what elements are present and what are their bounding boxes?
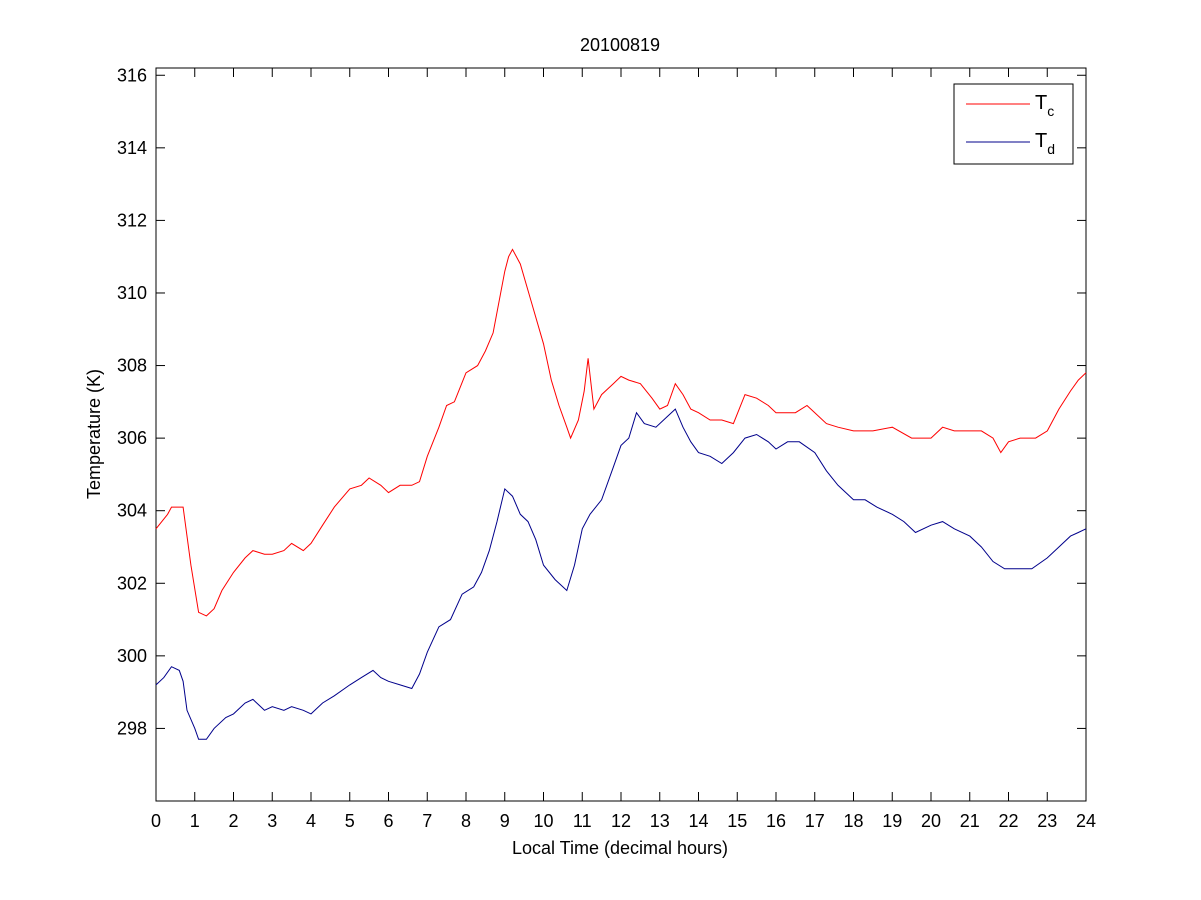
x-tick-label: 10 xyxy=(533,811,553,831)
x-tick-label: 17 xyxy=(805,811,825,831)
y-tick-label: 300 xyxy=(117,646,147,666)
x-tick-label: 19 xyxy=(882,811,902,831)
plot-frame xyxy=(155,67,1087,802)
x-tick-label: 24 xyxy=(1076,811,1096,831)
x-tick-label: 20 xyxy=(921,811,941,831)
x-tick-label: 6 xyxy=(383,811,393,831)
series-lines xyxy=(155,248,1087,740)
legend-label-subscript: c xyxy=(1047,103,1054,119)
y-tick-label: 298 xyxy=(117,718,147,738)
x-tick-label: 11 xyxy=(573,811,592,831)
legend-label-main: T xyxy=(1035,92,1047,114)
y-tick-label: 302 xyxy=(117,573,147,593)
axis-ticks: 0 1 2 3 4 5 6 7 8 9 10 11 12 13 14 15 16 17 18 19 20 21 22 23 24… xyxy=(117,65,1096,831)
legend-label-main: T xyxy=(1035,130,1047,152)
x-tick-label: 13 xyxy=(650,811,670,831)
x-tick-label: 16 xyxy=(766,811,786,831)
x-tick-label: 8 xyxy=(461,811,471,831)
y-axis-label: Temperature (K) xyxy=(84,369,104,499)
plot-area: 0 1 2 3 4 5 6 7 8 9 10 11 12 13 14 15 16 17 18 19 20 21 22 23 24… xyxy=(117,65,1096,831)
legend-label-c: Tc xyxy=(1035,92,1054,119)
y-tick-label: 312 xyxy=(117,210,147,230)
x-tick-label: 14 xyxy=(688,811,708,831)
x-tick-label: 5 xyxy=(345,811,355,831)
x-tick-label: 4 xyxy=(306,811,316,831)
y-tick-label: 314 xyxy=(117,138,147,158)
y-tick-label: 304 xyxy=(117,501,147,521)
x-tick-label: 18 xyxy=(843,811,863,831)
x-tick-label: 22 xyxy=(998,811,1018,831)
x-tick-label: 15 xyxy=(727,811,747,831)
legend-label-subscript: d xyxy=(1047,141,1055,157)
legend-box xyxy=(953,83,1074,165)
x-tick-label: 3 xyxy=(267,811,277,831)
x-tick-label: 0 xyxy=(151,811,161,831)
x-tick-label: 21 xyxy=(960,811,980,831)
x-tick-label: 2 xyxy=(228,811,238,831)
y-tick-label: 306 xyxy=(117,428,147,448)
series-line-c xyxy=(155,248,1087,617)
y-tick-label: 310 xyxy=(117,283,147,303)
chart-title: 20100819 xyxy=(580,35,660,55)
legend-label-d: Td xyxy=(1035,130,1055,157)
x-tick-label: 7 xyxy=(422,811,432,831)
x-tick-label: 23 xyxy=(1037,811,1057,831)
x-tick-label: 12 xyxy=(611,811,631,831)
y-tick-label: 316 xyxy=(117,65,147,85)
x-tick-label: 1 xyxy=(190,811,200,831)
y-tick-label: 308 xyxy=(117,356,147,376)
x-axis-label: Local Time (decimal hours) xyxy=(512,838,728,858)
x-tick-label: 9 xyxy=(500,811,510,831)
series-line-d xyxy=(155,408,1087,740)
